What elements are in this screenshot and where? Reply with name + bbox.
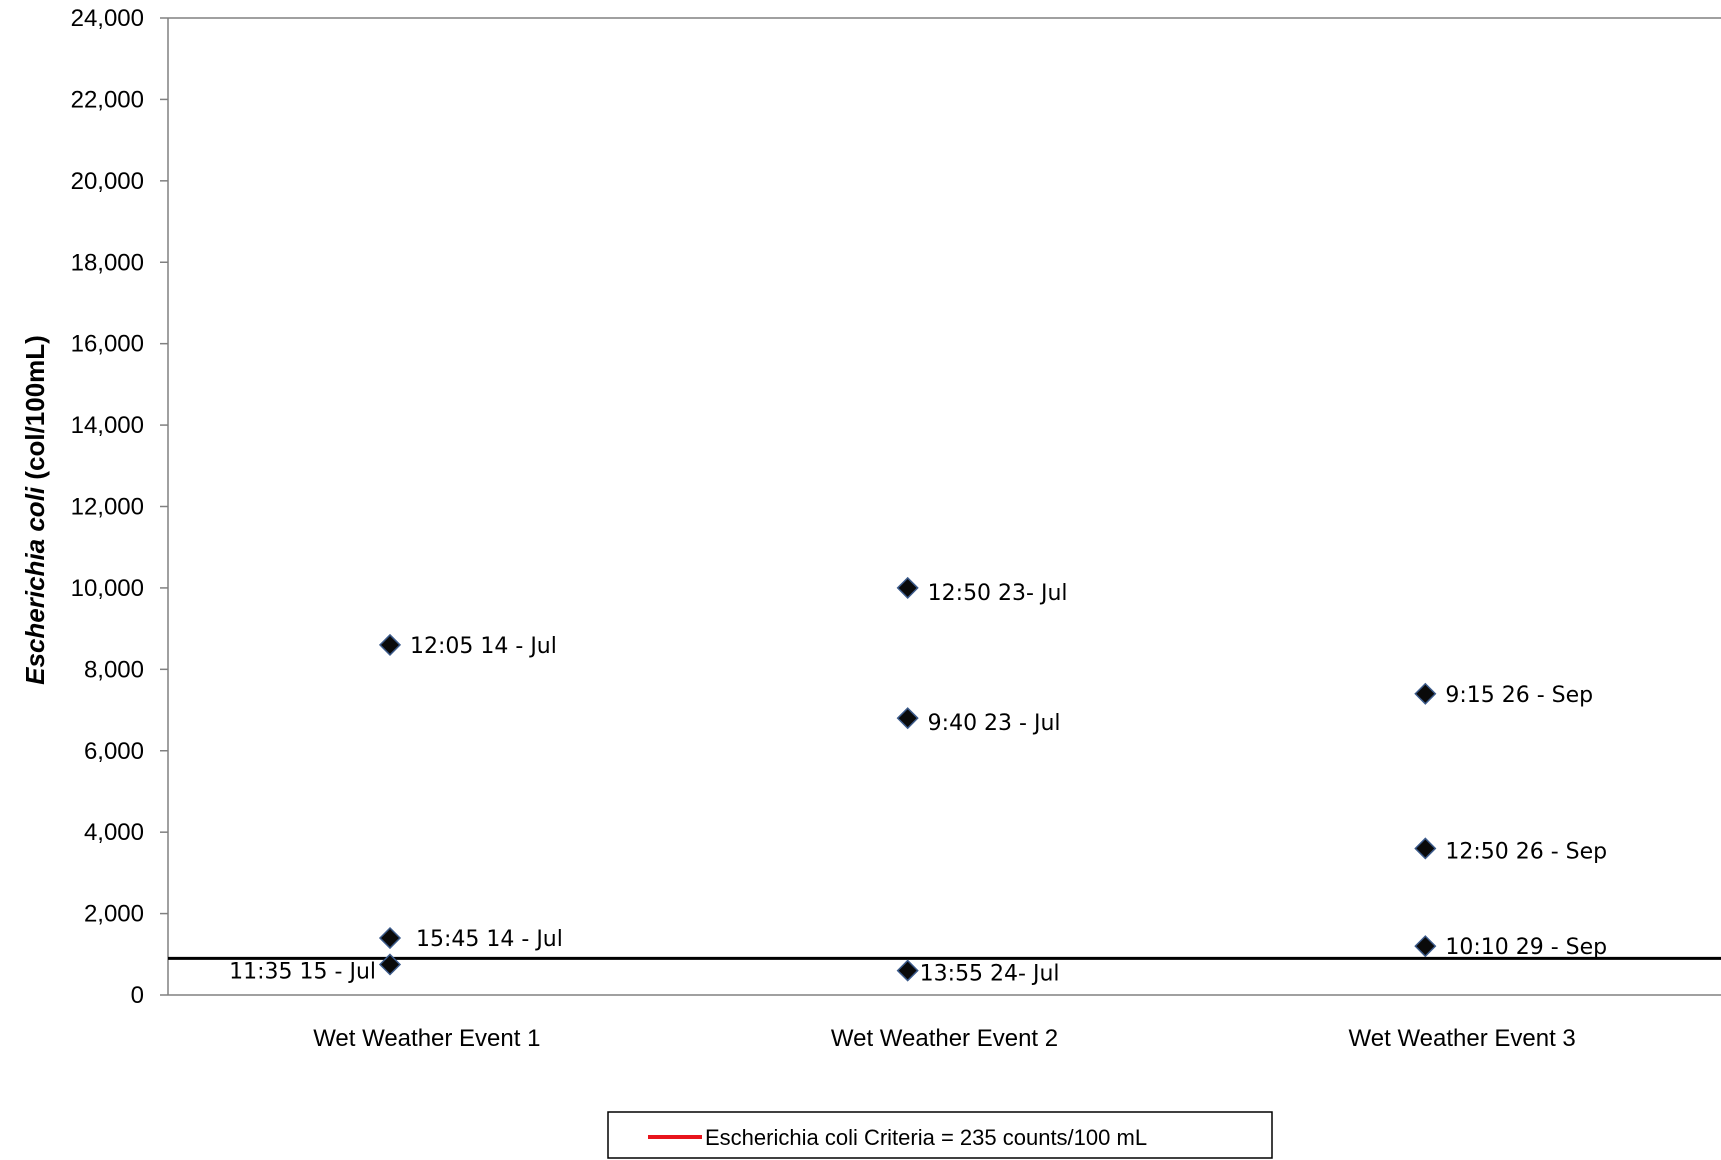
y-tick-label: 6,000	[84, 738, 144, 765]
data-point-label: 9:40 23 - Jul	[928, 711, 1061, 736]
y-axis-label: Escherichia coli (col/100mL)	[20, 335, 50, 685]
data-point	[378, 633, 402, 656]
y-tick-label: 20,000	[71, 168, 144, 195]
y-tick-label: 22,000	[71, 86, 144, 113]
data-point	[896, 959, 919, 982]
y-axis: 0 2,000 4,000 6,000 8,000 10,000 12,000 14,000 1…	[71, 5, 1721, 1009]
legend-box	[607, 1111, 1273, 1159]
y-axis-label-italic: Escherichia coli	[20, 486, 50, 685]
y-tick-label: 8,000	[84, 656, 144, 683]
data-point	[378, 926, 402, 950]
x-axis: Wet Weather Event 1 Wet Weather Event 2 We…	[168, 994, 1721, 1052]
y-tick-label: 16,000	[71, 331, 144, 358]
data-point-label: 12:50 26 - Sep	[1445, 839, 1607, 864]
y-tick-label: 10,000	[71, 575, 144, 602]
data-point-label: 10:10 29 - Sep	[1445, 935, 1607, 960]
data-point	[896, 576, 919, 599]
legend: Escherichia coli Criteria = 235 counts/1…	[607, 1111, 1273, 1159]
data-points: 12:05 14 - Jul 15:45 14 - Jul 11:35 15 - J…	[229, 576, 1607, 987]
data-point	[896, 707, 919, 730]
data-point	[1414, 837, 1437, 860]
y-tick-label: 14,000	[71, 412, 144, 439]
data-point-label: 9:15 26 - Sep	[1445, 683, 1593, 708]
data-point-label: 13:55 24- Jul	[920, 962, 1060, 987]
data-point	[378, 953, 402, 976]
y-tick-label: 24,000	[71, 5, 144, 32]
x-category-label: Wet Weather Event 3	[1349, 1025, 1576, 1052]
y-tick-label: 0	[131, 982, 144, 1009]
x-category-label: Wet Weather Event 1	[313, 1025, 540, 1052]
data-point-label: 15:45 14 - Jul	[416, 927, 563, 952]
y-axis-label-units: (col/100mL)	[20, 335, 50, 487]
y-tick-label: 18,000	[71, 249, 144, 276]
data-point-label: 12:05 14 - Jul	[410, 634, 557, 659]
legend-label: Escherichia coli Criteria = 235 counts/1…	[705, 1125, 1147, 1150]
data-point	[1414, 935, 1437, 958]
data-point-label: 12:50 23- Jul	[928, 581, 1068, 606]
data-point-label: 11:35 15 - Jul	[229, 959, 376, 984]
y-tick-label: 4,000	[84, 819, 144, 846]
data-point	[1414, 682, 1437, 705]
y-tick-label: 12,000	[71, 494, 144, 521]
y-tick-label: 2,000	[84, 901, 144, 928]
x-category-label: Wet Weather Event 2	[831, 1025, 1058, 1052]
